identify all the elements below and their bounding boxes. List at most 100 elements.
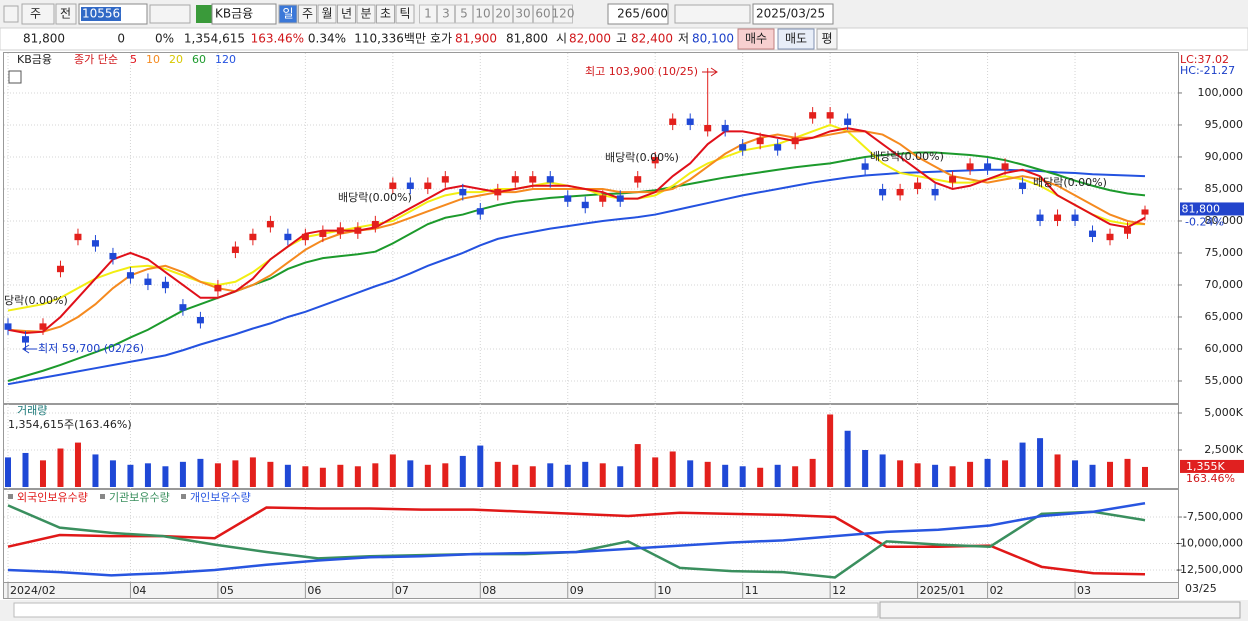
volume-bar (932, 464, 939, 487)
volume-bar (337, 464, 344, 487)
legend-swatch (8, 494, 13, 499)
name-box[interactable] (211, 3, 277, 25)
legend-entry: 5 (130, 53, 137, 66)
legend-entry: 120 (215, 53, 236, 66)
table-icon[interactable] (8, 70, 22, 84)
candle-body (476, 208, 484, 215)
candle-body (91, 240, 99, 247)
quote-high-label: 고 (616, 32, 627, 46)
arrow-high (702, 67, 718, 77)
volume-bar (827, 414, 834, 487)
quote-volume: 1,354,615 (184, 32, 245, 46)
candle-body (756, 137, 764, 145)
market-select[interactable] (21, 3, 55, 25)
x-tick-label: 11 (745, 584, 759, 597)
candle-body (301, 233, 309, 241)
tool-buttons[interactable] (674, 4, 751, 24)
period-button[interactable] (356, 4, 376, 24)
price-change: -0.24% (1185, 215, 1224, 228)
buy-button[interactable] (737, 28, 775, 50)
candle-body (1071, 214, 1079, 221)
search-button[interactable] (149, 4, 191, 24)
period-button[interactable] (395, 4, 415, 24)
minute-text: 10 (475, 7, 490, 21)
volume-bar (862, 449, 869, 487)
quote-volume-ratio: 163.46% (251, 32, 304, 46)
minute-text: 3 (442, 7, 450, 21)
avg-text: 평 (821, 32, 832, 46)
candle-body (214, 284, 222, 292)
candle-body (616, 195, 624, 202)
legend-label: 종가 단순 (74, 53, 118, 66)
volume-bar (652, 457, 659, 487)
volume-bar (494, 461, 501, 487)
minute-button[interactable] (553, 4, 573, 24)
minute-button[interactable] (473, 4, 493, 24)
minute-text: 5 (460, 7, 468, 21)
candle-body (494, 188, 502, 196)
volume-bar (1089, 464, 1096, 487)
minute-button[interactable] (419, 4, 437, 24)
candle-body (809, 112, 817, 119)
count-box[interactable] (607, 3, 669, 25)
prev-button[interactable] (55, 3, 77, 25)
minute-button[interactable] (455, 4, 473, 24)
volume-bar (617, 466, 624, 487)
candle-body (581, 201, 589, 209)
count-text: 265 (617, 7, 640, 21)
candle-body (196, 316, 204, 324)
candle-body (319, 230, 327, 237)
quote-turnover: 0.34% (308, 32, 346, 46)
minute-text: 120 (552, 7, 575, 21)
candle-body (984, 163, 992, 170)
menu-icon[interactable] (3, 5, 19, 23)
candle-body (161, 281, 169, 289)
quote-ask: 81,900 (455, 32, 497, 46)
period-button[interactable] (298, 4, 317, 24)
date-text: 2025/03/25 (756, 7, 825, 21)
legend-swatch (181, 494, 186, 499)
candle-body (1141, 209, 1149, 215)
period-button[interactable] (376, 4, 395, 24)
period-button[interactable] (278, 4, 298, 24)
volume-bar (1142, 466, 1148, 487)
price-pane (3, 52, 1179, 404)
quote-high: 82,400 (631, 32, 673, 46)
minute-button[interactable] (533, 4, 553, 24)
volume-bar (319, 467, 326, 487)
lc-label: LC:37.02 (1180, 53, 1229, 66)
candle-body (721, 124, 729, 132)
candle-body (424, 182, 432, 189)
minute-text: 1 (424, 7, 432, 21)
candle-body (371, 220, 379, 228)
candle-body (441, 176, 449, 183)
quote-amount: 110,336백만 (354, 32, 426, 46)
candle-body (966, 163, 974, 170)
volume-bar (424, 464, 431, 487)
volume-bar (1002, 460, 1009, 487)
stock-name: KB금융 (215, 7, 253, 21)
minute-button[interactable] (437, 4, 455, 24)
candle-body (284, 233, 292, 241)
market-select-text: 주 (30, 7, 41, 21)
x-tick-label: 08 (482, 584, 496, 597)
sell-button[interactable] (777, 28, 815, 50)
period-button[interactable] (317, 4, 337, 24)
date-box[interactable] (752, 3, 834, 25)
volume-bar (949, 466, 956, 487)
legend-entry: 외국인보유수량 (17, 491, 88, 504)
period-text: 월 (321, 7, 332, 21)
avg-button[interactable] (816, 28, 838, 50)
x-tick-label: 06 (307, 584, 321, 597)
volume-bar (284, 464, 291, 487)
legend-entry: 개인보유수량 (190, 491, 251, 504)
candle-body (1054, 214, 1062, 221)
minute-button[interactable] (513, 4, 533, 24)
x-tick-label: 2025/01 (920, 584, 966, 597)
zoom-controls[interactable] (879, 601, 1241, 619)
candle-body (21, 336, 29, 343)
period-button[interactable] (337, 4, 356, 24)
scrollbar[interactable] (13, 602, 879, 618)
minute-button[interactable] (493, 4, 513, 24)
annotation-dividend: 배당락(0.00%) (870, 150, 944, 163)
